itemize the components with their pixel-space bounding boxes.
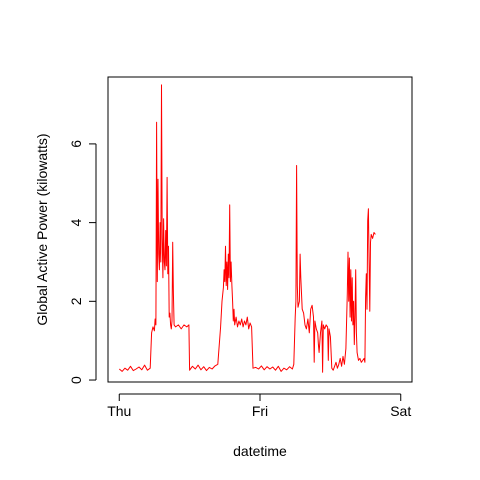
y-tick-label: 0 <box>68 376 84 384</box>
plot-frame <box>107 76 413 383</box>
x-tick-label: Thu <box>107 403 131 419</box>
y-tick-label: 2 <box>68 297 84 305</box>
y-axis-label: Global Active Power (kilowatts) <box>34 133 50 325</box>
series-line <box>118 84 376 373</box>
x-axis: Thu Fri Sat <box>107 393 411 419</box>
x-tick-label: Sat <box>390 403 411 419</box>
y-tick-label: 6 <box>68 140 84 148</box>
series-layer <box>118 84 376 373</box>
x-tick-label: Fri <box>252 403 268 419</box>
y-tick-label: 4 <box>68 219 84 227</box>
y-axis: 0 2 4 6 <box>68 140 97 384</box>
x-axis-label: datetime <box>233 443 287 459</box>
